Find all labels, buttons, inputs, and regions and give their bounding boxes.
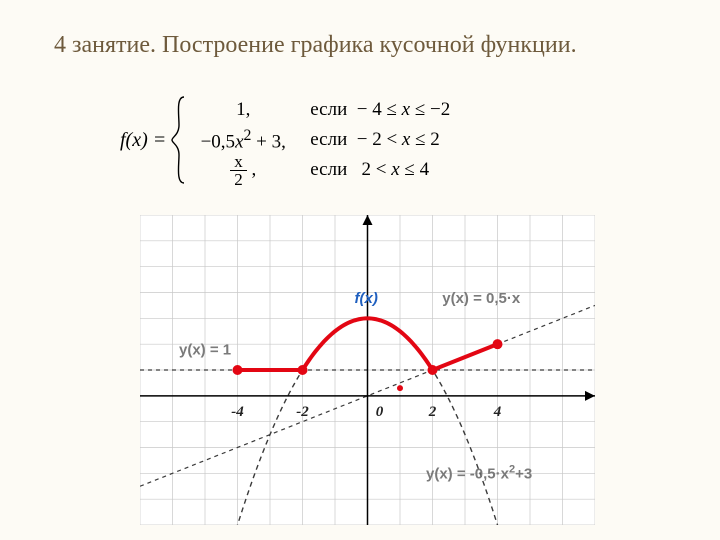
cases-container: 1,если − 4 ≤ x ≤ −2−0,5x2 + 3,если − 2 <… — [188, 95, 530, 185]
svg-text:4: 4 — [493, 404, 502, 420]
case-line: 1,если − 4 ≤ x ≤ −2 — [188, 95, 530, 125]
case-cond: если − 4 ≤ x ≤ −2 — [298, 99, 530, 121]
formula-block: f(x) = 1,если − 4 ≤ x ≤ −2−0,5x2 + 3,есл… — [120, 95, 530, 185]
case-line: x2 ,если 2 < x ≤ 4 — [188, 155, 530, 185]
case-cond: если 2 < x ≤ 4 — [298, 159, 530, 181]
svg-text:y(x) = 0,5·x: y(x) = 0,5·x — [442, 290, 521, 307]
slide-title: 4 занятие. Построение графика кусочной ф… — [54, 32, 577, 59]
svg-text:y(x) = -0,5·x2+3: y(x) = -0,5·x2+3 — [426, 464, 532, 483]
case-expr: 1, — [188, 99, 298, 121]
svg-text:0: 0 — [376, 404, 384, 420]
piecewise-chart: -4 -2 2 4 0 f(x) y(x) = 1 y(x) = 0,5·x y(x) = -0… — [140, 215, 595, 525]
case-line: −0,5x2 + 3,если − 2 < x ≤ 2 — [188, 125, 530, 155]
case-expr: −0,5x2 + 3, — [188, 127, 298, 153]
case-cond: если − 2 < x ≤ 2 — [298, 129, 530, 151]
brace-icon — [170, 95, 188, 185]
svg-text:-4: -4 — [231, 404, 244, 420]
svg-text:f(x): f(x) — [355, 290, 378, 307]
chart-area: -4 -2 2 4 0 f(x) y(x) = 1 y(x) = 0,5·x y(x) = -0… — [140, 215, 595, 525]
slide: 4 занятие. Построение графика кусочной ф… — [0, 0, 720, 540]
svg-text:-2: -2 — [296, 404, 309, 420]
svg-text:2: 2 — [428, 404, 437, 420]
formula-lhs: f(x) = — [120, 129, 166, 152]
svg-text:y(x) = 1: y(x) = 1 — [179, 342, 231, 359]
case-expr: x2 , — [188, 153, 298, 188]
